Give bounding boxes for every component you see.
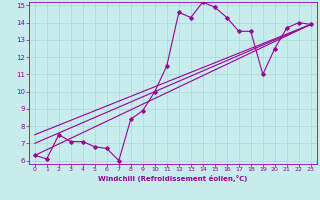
X-axis label: Windchill (Refroidissement éolien,°C): Windchill (Refroidissement éolien,°C) bbox=[98, 175, 247, 182]
